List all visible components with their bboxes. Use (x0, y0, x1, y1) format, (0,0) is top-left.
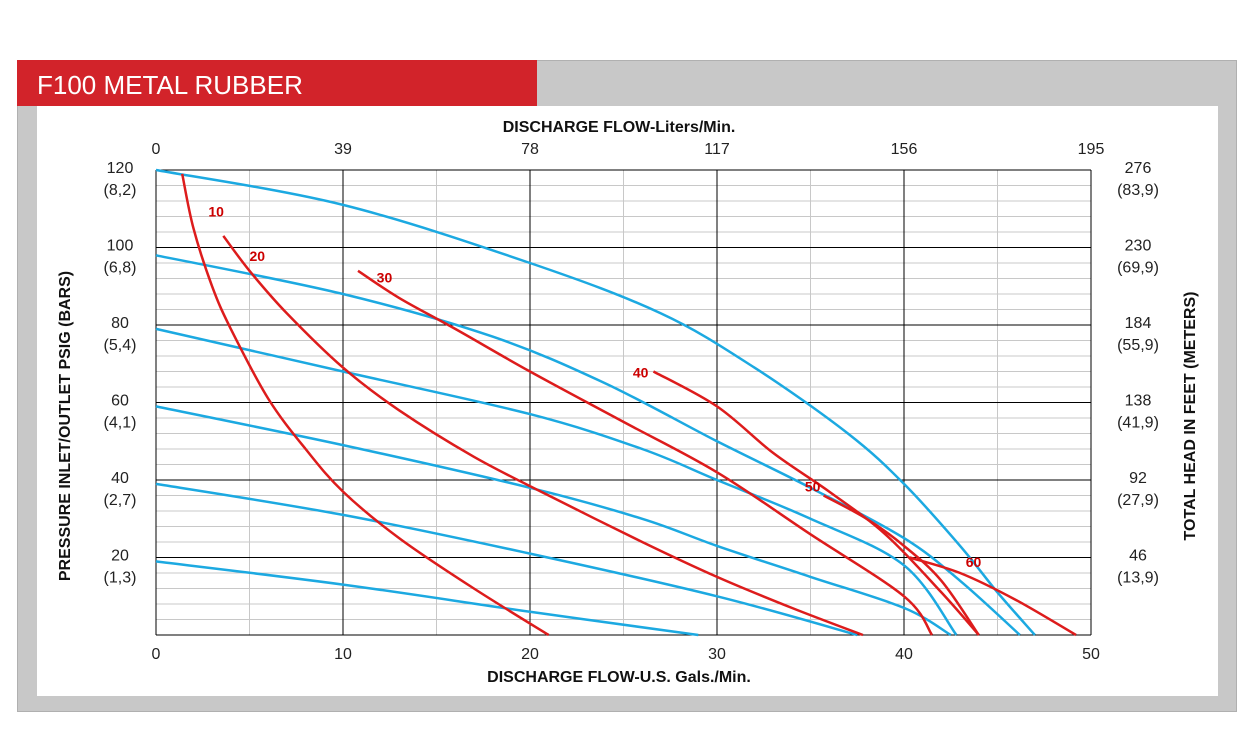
x2-tick-label: 39 (334, 141, 352, 158)
x-tick-label: 10 (334, 646, 352, 663)
y2-tick-label: 138 (1125, 393, 1152, 410)
flow-curve-label-50: 50 (805, 479, 821, 495)
y2-tick-label: 230 (1125, 238, 1152, 255)
pump-curve-chart: 10 20 30 40 50 60 0 10 20 30 40 50 0 39 78 117 156 195 12… (57, 119, 1199, 686)
air-pressure-curve-6 (155, 560, 699, 637)
y-tick-label: 20 (111, 548, 129, 565)
y2-tick-sublabel: (69,9) (1117, 260, 1159, 277)
x2-tick-label: 0 (152, 141, 161, 158)
y2-tick-sublabel: (83,9) (1117, 182, 1159, 199)
flow-curves: 10 20 30 40 50 60 (180, 173, 1077, 637)
flow-curve-label-40: 40 (633, 364, 649, 380)
x2-tick-label: 78 (521, 141, 539, 158)
air-pressure-curve-3 (155, 327, 958, 636)
flow-curve-10 (180, 173, 550, 637)
x-tick-label: 50 (1082, 646, 1100, 663)
air-pressure-curve-5 (155, 482, 858, 637)
y-tick-label: 100 (107, 238, 134, 255)
y-tick-label: 120 (107, 160, 134, 177)
y2-axis-title: TOTAL HEAD IN FEET (METERS) (1182, 292, 1199, 541)
x-tick-label: 0 (152, 646, 161, 663)
y-axis-title: PRESSURE INLET/OUTLET PSIG (BARS) (57, 271, 74, 581)
flow-curve-label-10: 10 (208, 204, 224, 220)
plot-panel: 10 20 30 40 50 60 0 10 20 30 40 50 0 39 78 117 156 195 12… (37, 106, 1218, 696)
air-pressure-curves (155, 168, 1036, 637)
x-tick-label: 40 (895, 646, 913, 663)
air-pressure-curve-4 (155, 405, 952, 637)
air-pressure-curve-1 (155, 168, 1036, 636)
flow-curve-40 (652, 370, 980, 636)
x-tick-label: 20 (521, 646, 539, 663)
y-tick-label: 40 (111, 470, 129, 487)
x-axis-title: DISCHARGE FLOW-U.S. Gals./Min. (487, 669, 751, 686)
y2-tick-label: 184 (1125, 315, 1152, 332)
y-tick-sublabel: (2,7) (104, 492, 137, 509)
y-tick-sublabel: (1,3) (104, 570, 137, 587)
y2-tick-label: 92 (1129, 470, 1147, 487)
flow-curve-50 (823, 494, 980, 636)
x2-tick-label: 156 (891, 141, 918, 158)
flow-curve-label-30: 30 (377, 269, 393, 285)
y-tick-sublabel: (4,1) (104, 415, 137, 432)
y2-tick-label: 46 (1129, 548, 1147, 565)
y2-tick-sublabel: (27,9) (1117, 492, 1159, 509)
y2-tick-sublabel: (55,9) (1117, 337, 1159, 354)
y-tick-sublabel: (6,8) (104, 260, 137, 277)
major-grid (155, 169, 1092, 636)
flow-curve-label-60: 60 (966, 554, 982, 570)
flow-curve-60 (909, 556, 1077, 637)
title-bar: F100 METAL RUBBER (17, 60, 537, 106)
flow-curve-label-20: 20 (250, 248, 266, 264)
tick-labels: 0 10 20 30 40 50 0 39 78 117 156 195 120 (8,2) 100 (6,8… (104, 141, 1159, 663)
y2-tick-sublabel: (13,9) (1117, 570, 1159, 587)
chart-title: F100 METAL RUBBER (37, 70, 303, 100)
x2-tick-label: 117 (704, 141, 730, 158)
y2-tick-sublabel: (41,9) (1117, 415, 1159, 432)
y-tick-label: 80 (111, 315, 129, 332)
y-tick-label: 60 (111, 393, 129, 410)
y-tick-sublabel: (5,4) (104, 337, 137, 354)
air-pressure-curve-2 (155, 254, 1021, 636)
x2-tick-label: 195 (1078, 141, 1105, 158)
y-tick-sublabel: (8,2) (104, 182, 137, 199)
y2-tick-label: 276 (1125, 160, 1152, 177)
flow-curve-30 (357, 269, 934, 636)
x-tick-label: 30 (708, 646, 726, 663)
x2-axis-title: DISCHARGE FLOW-Liters/Min. (503, 119, 736, 136)
flow-curve-20 (222, 235, 864, 637)
